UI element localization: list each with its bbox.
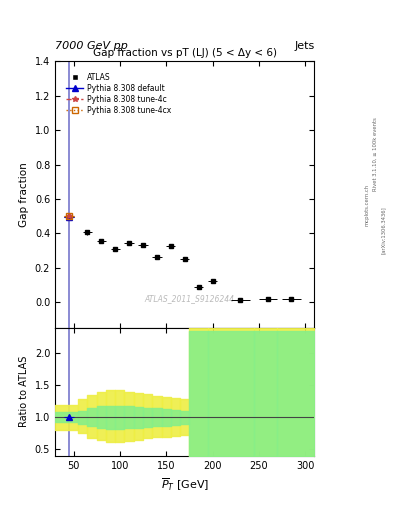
Y-axis label: Ratio to ATLAS: Ratio to ATLAS xyxy=(19,356,29,428)
Text: [arXiv:1306.3436]: [arXiv:1306.3436] xyxy=(381,206,386,254)
Legend: ATLAS, Pythia 8.308 default, Pythia 8.308 tune-4c, Pythia 8.308 tune-4cx: ATLAS, Pythia 8.308 default, Pythia 8.30… xyxy=(64,71,173,117)
Text: mcplots.cern.ch: mcplots.cern.ch xyxy=(365,184,370,226)
X-axis label: $\overline{P}_{T}$ [GeV]: $\overline{P}_{T}$ [GeV] xyxy=(161,476,209,493)
Text: Jets: Jets xyxy=(294,40,314,51)
Text: ATLAS_2011_S9126244: ATLAS_2011_S9126244 xyxy=(145,294,235,303)
Title: Gap fraction vs pT (LJ) (5 < Δy < 6): Gap fraction vs pT (LJ) (5 < Δy < 6) xyxy=(93,48,277,58)
Text: 7000 GeV pp: 7000 GeV pp xyxy=(55,40,128,51)
Text: Rivet 3.1.10, ≥ 100k events: Rivet 3.1.10, ≥ 100k events xyxy=(373,117,378,190)
Y-axis label: Gap fraction: Gap fraction xyxy=(19,162,29,227)
